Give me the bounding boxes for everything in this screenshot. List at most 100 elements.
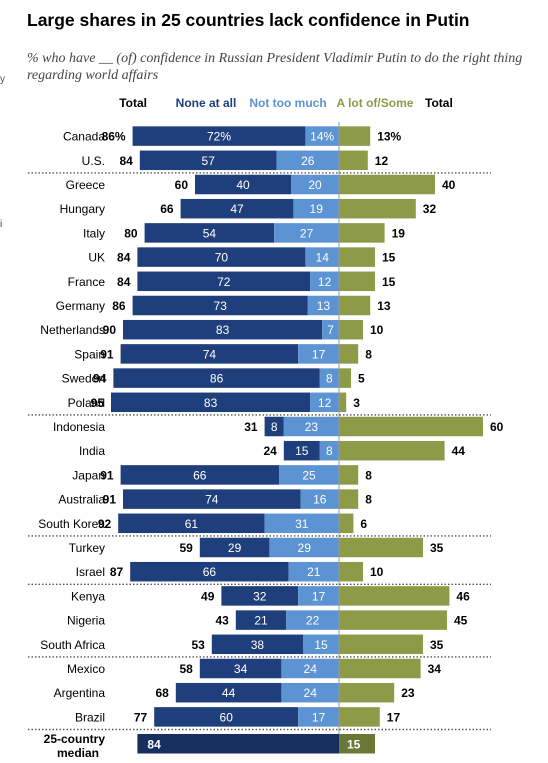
value-total-right: 45 xyxy=(454,614,468,628)
country-label: South Africa xyxy=(40,638,105,652)
row-poland: Poland 83 12 95 3 xyxy=(68,392,360,413)
row-hungary: Hungary 47 19 66 32 xyxy=(60,198,437,219)
country-label: Mexico xyxy=(67,662,105,676)
value-total-left: 58 xyxy=(179,662,193,676)
value-total-right: 60 xyxy=(490,420,504,434)
value-none-at-all: 21 xyxy=(254,614,268,628)
row-greece: Greece 40 20 60 40 xyxy=(66,174,456,195)
row-spain: Spain 74 17 91 8 xyxy=(74,344,372,364)
value-not-too-much: 24 xyxy=(304,662,318,676)
value-not-too-much: 23 xyxy=(305,420,319,434)
value-total-right: 35 xyxy=(430,541,444,555)
value-total-right: 44 xyxy=(452,444,466,458)
value-total-left: 66 xyxy=(160,202,174,216)
value-not-too-much: 20 xyxy=(308,178,322,192)
bar-some xyxy=(339,126,371,146)
country-label: Nigeria xyxy=(67,614,105,628)
bar-not-too-much xyxy=(283,416,339,437)
value-total-left: 49 xyxy=(201,589,215,603)
value-total-right: 15 xyxy=(382,275,396,289)
value-not-too-much: 25 xyxy=(302,468,316,482)
value-not-too-much: 19 xyxy=(310,202,324,216)
value-total-right: 13% xyxy=(377,130,401,144)
row-france: France 72 12 84 15 xyxy=(68,271,396,292)
header-none-at-all: None at all xyxy=(176,96,237,110)
row-australia: Australia 74 16 91 8 xyxy=(58,489,372,509)
value-total-right: 6 xyxy=(360,517,367,531)
bar-some xyxy=(339,513,354,534)
value-total-left: 94 xyxy=(93,372,107,386)
bar-not-too-much xyxy=(291,174,339,195)
header-total-left: Total xyxy=(119,96,147,110)
country-label: Australia xyxy=(58,493,105,507)
country-label: Germany xyxy=(56,299,105,313)
value-none-at-all: 66 xyxy=(203,565,217,579)
value-total-right: 23 xyxy=(401,686,415,700)
bar-some xyxy=(339,489,359,509)
value-not-too-much: 29 xyxy=(298,541,312,555)
bar-none-at-all xyxy=(154,707,299,727)
value-none-at-all: 83 xyxy=(204,396,218,410)
value-not-too-much: 17 xyxy=(312,710,326,724)
value-median-some: 15 xyxy=(347,737,361,751)
bar-none-at-all xyxy=(195,174,291,195)
bar-none-at-all xyxy=(211,634,303,655)
value-none-at-all: 70 xyxy=(215,251,229,265)
bar-none-at-all xyxy=(132,126,306,146)
bar-not-too-much xyxy=(303,634,339,655)
value-median-none: 84 xyxy=(147,737,161,751)
bar-not-too-much xyxy=(286,610,339,630)
bar-not-too-much xyxy=(288,561,339,582)
bar-none-at-all xyxy=(283,440,320,461)
value-total-right: 19 xyxy=(392,226,406,240)
value-not-too-much: 17 xyxy=(312,347,326,361)
bar-not-too-much xyxy=(298,586,339,606)
value-none-at-all: 15 xyxy=(295,444,309,458)
country-label: France xyxy=(68,275,106,289)
value-not-too-much: 17 xyxy=(312,589,326,603)
value-none-at-all: 86 xyxy=(210,372,224,386)
chart-title: Large shares in 25 countries lack confid… xyxy=(27,10,470,30)
value-none-at-all: 34 xyxy=(234,662,248,676)
value-not-too-much: 12 xyxy=(318,396,332,410)
country-label: Argentina xyxy=(54,686,106,700)
bar-not-too-much xyxy=(298,344,339,364)
bar-not-too-much xyxy=(305,247,339,267)
group-separators xyxy=(28,172,491,731)
bar-none-at-all xyxy=(180,198,294,219)
value-none-at-all: 57 xyxy=(202,154,216,168)
country-label: Sweden xyxy=(62,372,105,386)
bar-none-at-all xyxy=(123,319,323,340)
value-not-too-much: 31 xyxy=(295,517,309,531)
cropped-edge-glyph: i xyxy=(0,219,3,230)
column-headers: Total None at all Not too much A lot of/Som… xyxy=(119,96,453,110)
country-label: Brazil xyxy=(75,710,105,724)
value-total-left: 53 xyxy=(191,638,205,652)
bar-some xyxy=(339,440,445,461)
bar-some xyxy=(339,658,421,679)
country-label: UK xyxy=(88,251,105,265)
bar-none-at-all xyxy=(111,392,311,413)
value-total-left: 84 xyxy=(119,154,133,168)
bar-none-at-all xyxy=(137,247,306,267)
value-none-at-all: 44 xyxy=(222,686,236,700)
country-label: Spain xyxy=(74,347,105,361)
bar-some xyxy=(339,198,416,219)
bar-median-none xyxy=(137,734,339,754)
row-argentina: Argentina 44 24 68 23 xyxy=(54,682,415,703)
value-total-right: 35 xyxy=(430,638,444,652)
bar-none-at-all xyxy=(120,344,299,364)
bar-not-too-much xyxy=(300,489,339,509)
value-none-at-all: 66 xyxy=(193,468,207,482)
row-germany: Germany 73 13 86 13 xyxy=(56,295,391,316)
bar-not-too-much xyxy=(264,513,339,534)
bar-none-at-all xyxy=(123,489,301,509)
value-total-right: 32 xyxy=(423,202,437,216)
country-label: Japan xyxy=(72,468,105,482)
bar-none-at-all xyxy=(120,465,279,485)
bar-some xyxy=(339,295,371,316)
bar-none-at-all xyxy=(175,682,282,703)
value-total-left: 80 xyxy=(124,226,138,240)
country-label: Poland xyxy=(68,396,105,410)
